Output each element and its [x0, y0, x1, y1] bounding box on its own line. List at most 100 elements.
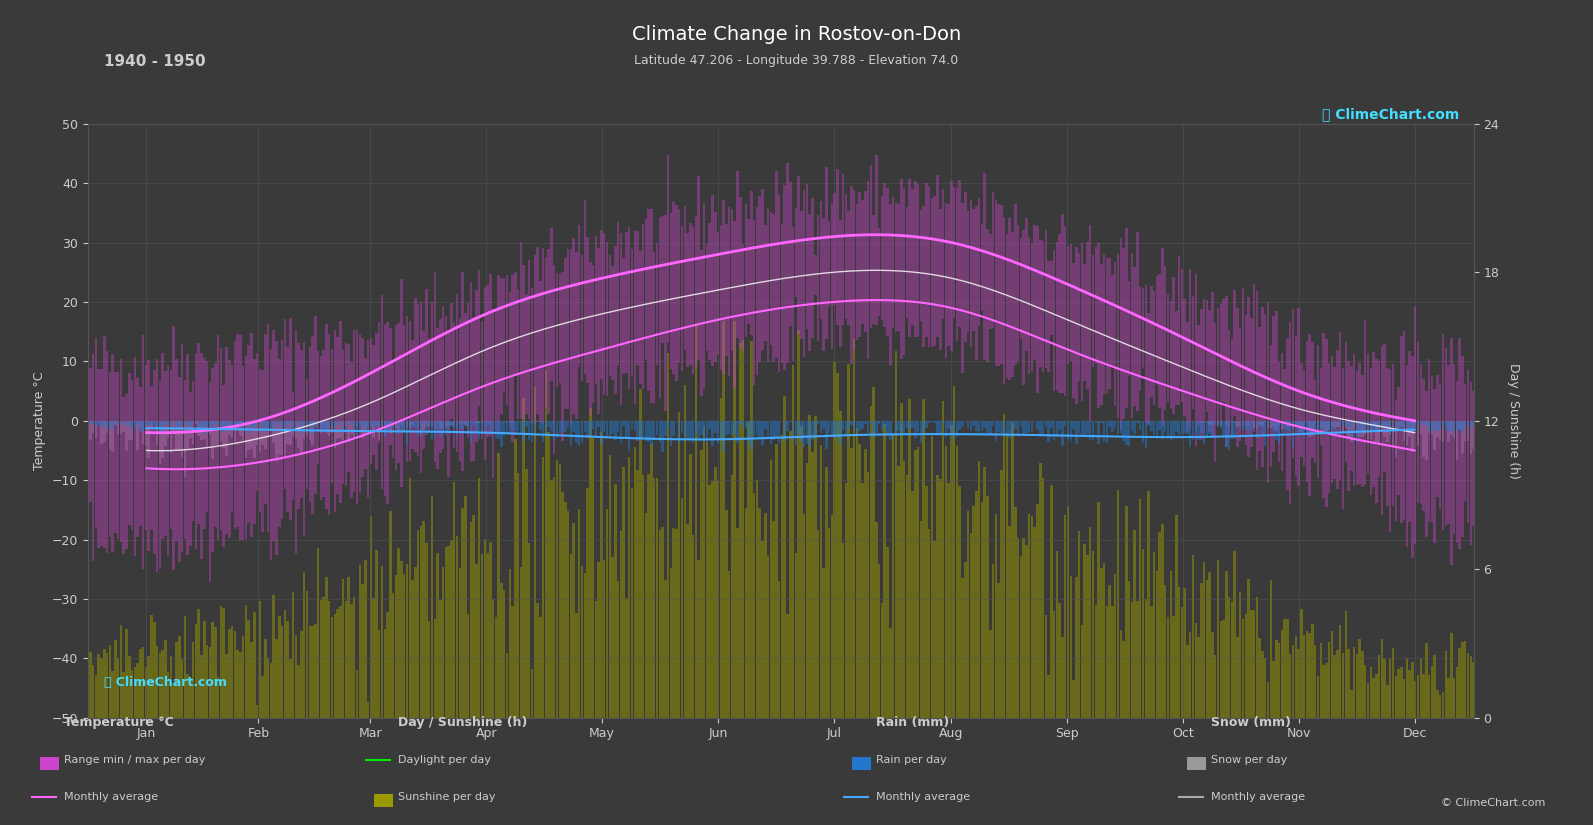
- Bar: [1142, 421, 1144, 443]
- Bar: [1004, 217, 1005, 384]
- Bar: [840, 220, 841, 346]
- Bar: [892, 197, 894, 328]
- Bar: [1243, 421, 1244, 426]
- Bar: [550, 229, 553, 381]
- Bar: [1106, 606, 1109, 718]
- Bar: [1448, 421, 1450, 431]
- Bar: [1214, 655, 1217, 718]
- Bar: [706, 244, 709, 351]
- Bar: [701, 249, 703, 396]
- Bar: [436, 421, 438, 423]
- Bar: [191, 421, 194, 445]
- Bar: [959, 486, 961, 718]
- Bar: [900, 403, 903, 718]
- Bar: [1042, 421, 1045, 435]
- Bar: [739, 421, 742, 424]
- Bar: [433, 620, 436, 718]
- Bar: [792, 365, 795, 718]
- Bar: [1311, 342, 1314, 459]
- Bar: [1330, 421, 1333, 436]
- Bar: [561, 421, 564, 431]
- Bar: [236, 650, 239, 718]
- Bar: [1005, 421, 1008, 434]
- Text: Latitude 47.206 - Longitude 39.788 - Elevation 74.0: Latitude 47.206 - Longitude 39.788 - Ele…: [634, 54, 959, 67]
- Bar: [456, 421, 459, 426]
- Bar: [548, 421, 550, 427]
- Bar: [1233, 421, 1236, 438]
- Bar: [365, 421, 366, 435]
- Bar: [550, 480, 553, 718]
- Bar: [448, 421, 449, 433]
- Bar: [1244, 421, 1247, 426]
- Bar: [279, 421, 280, 427]
- Bar: [484, 421, 486, 422]
- Bar: [148, 656, 150, 718]
- Bar: [1039, 240, 1042, 367]
- Bar: [933, 421, 937, 423]
- Bar: [750, 191, 752, 335]
- Bar: [456, 294, 459, 451]
- Bar: [800, 427, 803, 718]
- Bar: [1405, 421, 1408, 445]
- Bar: [1112, 275, 1114, 366]
- Bar: [758, 421, 761, 437]
- Bar: [175, 421, 178, 450]
- Bar: [806, 463, 808, 718]
- Bar: [742, 421, 744, 428]
- Bar: [1266, 682, 1270, 718]
- Bar: [112, 671, 113, 718]
- Bar: [698, 560, 699, 718]
- Bar: [706, 421, 709, 442]
- Bar: [550, 421, 553, 431]
- Bar: [1209, 421, 1211, 435]
- Bar: [1416, 421, 1419, 430]
- Bar: [624, 421, 628, 437]
- Bar: [1394, 676, 1397, 718]
- Bar: [647, 474, 650, 718]
- Bar: [272, 421, 276, 443]
- Bar: [828, 528, 830, 718]
- Bar: [1188, 269, 1192, 427]
- Bar: [1031, 243, 1034, 372]
- Bar: [777, 421, 781, 443]
- Bar: [766, 556, 769, 718]
- Bar: [886, 547, 889, 718]
- Bar: [1106, 258, 1109, 394]
- Bar: [911, 421, 914, 427]
- Bar: [284, 421, 287, 424]
- Bar: [462, 421, 464, 423]
- Bar: [1322, 665, 1325, 718]
- Bar: [1083, 421, 1086, 436]
- Bar: [875, 155, 878, 325]
- Bar: [892, 435, 894, 718]
- Bar: [470, 421, 472, 422]
- Bar: [104, 337, 105, 548]
- Bar: [459, 568, 460, 718]
- Bar: [1450, 633, 1453, 718]
- Bar: [852, 190, 855, 349]
- Bar: [414, 568, 417, 718]
- Bar: [475, 421, 478, 431]
- Bar: [202, 358, 205, 529]
- Bar: [1166, 421, 1169, 422]
- Bar: [298, 343, 299, 509]
- Bar: [328, 421, 330, 436]
- Bar: [115, 421, 116, 425]
- Bar: [239, 335, 242, 540]
- Bar: [1314, 380, 1316, 464]
- Bar: [1005, 436, 1008, 718]
- Bar: [1255, 290, 1258, 470]
- Bar: [1427, 421, 1431, 431]
- Bar: [1378, 361, 1381, 477]
- Bar: [667, 155, 669, 343]
- Bar: [773, 214, 774, 361]
- Bar: [1161, 248, 1164, 426]
- Bar: [1252, 610, 1255, 718]
- Bar: [1284, 619, 1286, 718]
- Bar: [1281, 421, 1282, 426]
- Bar: [765, 421, 766, 429]
- Bar: [1352, 647, 1356, 718]
- Bar: [309, 347, 311, 502]
- Bar: [623, 258, 624, 374]
- Bar: [1274, 311, 1278, 431]
